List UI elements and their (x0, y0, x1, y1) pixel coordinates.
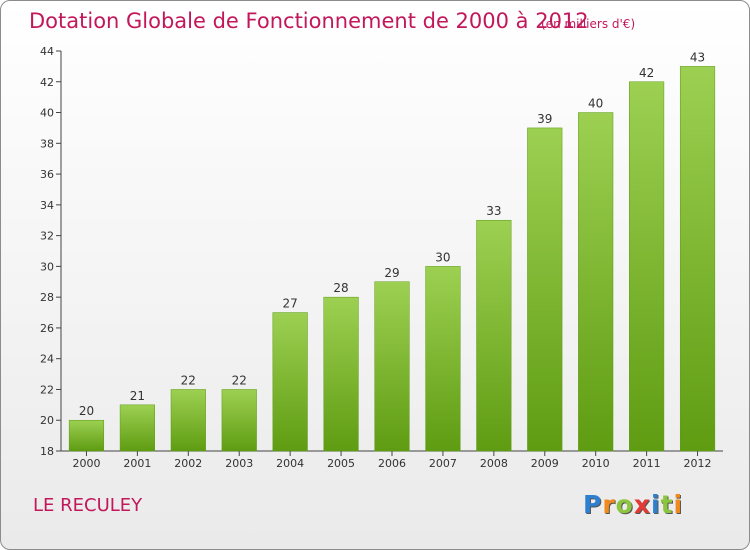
bar (68, 419, 105, 452)
bar (629, 81, 665, 452)
x-tick-label: 2001 (123, 457, 151, 470)
y-tick-label: 30 (40, 260, 54, 273)
bar-value-label: 28 (333, 281, 348, 295)
bar (578, 112, 614, 452)
bar (323, 296, 359, 452)
x-tick-label: 2006 (378, 457, 406, 470)
bar-value-label: 33 (486, 204, 501, 218)
logo-letter: t (660, 490, 674, 519)
y-tick-label: 42 (40, 76, 54, 89)
logo-letter: i (673, 490, 684, 519)
bar (476, 219, 512, 452)
y-tick-label: 38 (40, 137, 54, 150)
x-tick-label: 2002 (174, 457, 202, 470)
x-tick-label: 2008 (480, 457, 508, 470)
x-tick-label: 2005 (327, 457, 355, 470)
chart-bars: 20 21 22 22 27 28 29 30 33 39 40 42 43 (68, 50, 716, 452)
bar (425, 266, 461, 452)
x-tick-label: 2011 (633, 457, 661, 470)
y-tick-label: 36 (40, 168, 54, 181)
logo-letter: i (651, 490, 661, 519)
logo-letter: x (633, 490, 651, 519)
bar-value-label: 39 (537, 112, 552, 126)
x-tick-label: 2007 (429, 457, 457, 470)
bar-value-label: 29 (384, 266, 399, 280)
bar (272, 312, 308, 452)
y-tick-label: 32 (40, 230, 54, 243)
bar (221, 389, 257, 452)
bar (527, 127, 563, 452)
y-tick-label: 26 (40, 322, 54, 335)
y-tick-label: 44 (40, 45, 54, 58)
bar-value-label: 22 (181, 373, 196, 387)
logo-letter: r (602, 490, 616, 519)
x-tick-label: 2010 (582, 457, 610, 470)
bar (170, 389, 206, 452)
commune-name: LE RECULEY (33, 495, 143, 516)
bar-value-label: 20 (79, 404, 94, 418)
y-tick-label: 18 (40, 445, 54, 458)
bar-value-label: 22 (232, 373, 247, 387)
logo-letter: o (615, 490, 634, 519)
chart-axes: 18 20 22 24 26 28 30 32 34 36 38 40 42 44 2000 2001 2002… (40, 45, 723, 470)
bar-value-label: 21 (130, 389, 145, 403)
y-tick-label: 22 (40, 383, 54, 396)
x-tick-label: 2009 (531, 457, 559, 470)
bar (119, 404, 155, 452)
x-tick-label: 2000 (72, 457, 100, 470)
y-tick-label: 34 (40, 199, 54, 212)
x-tick-label: 2003 (225, 457, 253, 470)
bar-value-label: 27 (283, 297, 298, 311)
y-tick-label: 28 (40, 291, 54, 304)
logo-letter: P (583, 490, 603, 519)
chart-subtitle: (en milliers d'€) (541, 17, 636, 31)
bar-value-label: 30 (435, 250, 450, 264)
bar-value-label: 42 (639, 66, 654, 80)
y-tick-label: 24 (40, 353, 54, 366)
bar (679, 66, 716, 452)
proxiti-logo: Proxiti (583, 490, 683, 519)
bar-value-label: 40 (588, 97, 603, 111)
y-tick-label: 40 (40, 107, 54, 120)
chart-title: Dotation Globale de Fonctionnement de 20… (29, 9, 589, 33)
x-tick-label: 2004 (276, 457, 304, 470)
bar-value-label: 43 (690, 50, 705, 64)
bar (374, 281, 410, 452)
x-tick-label: 2012 (684, 457, 712, 470)
y-tick-label: 20 (40, 414, 54, 427)
